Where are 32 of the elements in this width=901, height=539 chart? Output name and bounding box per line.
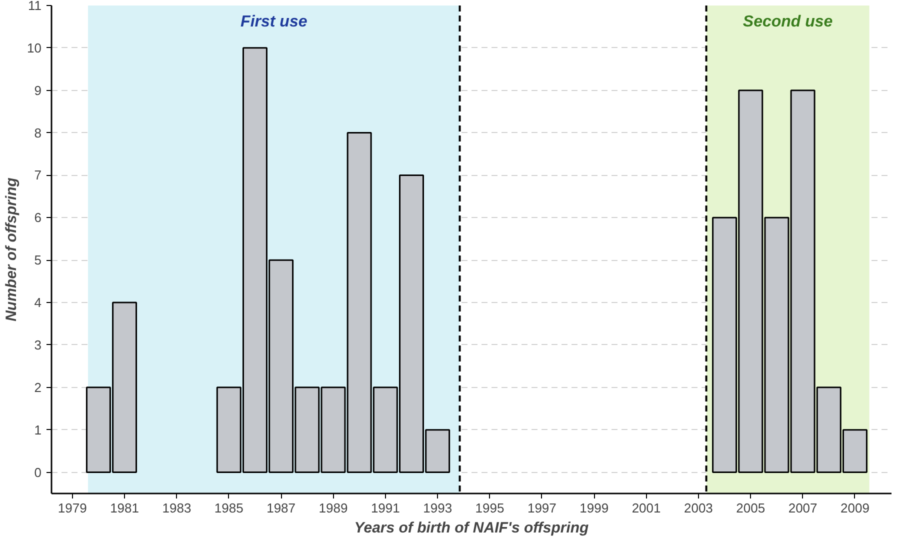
- y-tick-label: 2: [34, 380, 42, 395]
- x-tick-label: 1991: [370, 500, 400, 516]
- band-label: Second use: [742, 14, 833, 30]
- y-axis-title: Number of offspring: [3, 178, 20, 322]
- y-tick-label: 7: [34, 168, 42, 183]
- y-tick-label: 9: [34, 82, 42, 98]
- y-tick-label: 4: [34, 295, 42, 310]
- x-tick-label: 2001: [632, 500, 661, 516]
- x-tick-label: 1985: [214, 500, 244, 516]
- x-tick-label: 1987: [266, 500, 296, 516]
- x-tick-label: 1989: [318, 500, 348, 516]
- y-tick-label: 1: [34, 422, 42, 438]
- y-tick-label: 0: [34, 464, 42, 480]
- x-tick-label: 1999: [580, 500, 609, 516]
- x-tick-label: 1979: [58, 500, 87, 516]
- x-tick-label: 1981: [110, 500, 140, 516]
- y-tick-label: 8: [34, 125, 42, 140]
- y-tick-label: 6: [34, 210, 42, 226]
- x-tick-label: 1983: [162, 500, 192, 516]
- x-tick-label: 1995: [475, 500, 504, 516]
- x-tick-label: 1997: [527, 500, 556, 516]
- y-tick-label: 11: [28, 0, 42, 13]
- y-tick-label: 3: [34, 337, 42, 352]
- x-tick-label: 2005: [736, 500, 766, 516]
- x-tick-label: 2003: [684, 500, 713, 516]
- y-tick-label: 5: [34, 252, 42, 268]
- band-label: First use: [240, 14, 308, 30]
- x-tick-label: 1993: [423, 500, 452, 516]
- y-tick-label: 10: [27, 40, 42, 56]
- x-tick-label: 2009: [840, 500, 870, 516]
- x-axis-title: Years of birth of NAIF's offspring: [354, 520, 589, 536]
- x-tick-label: 2007: [788, 500, 818, 516]
